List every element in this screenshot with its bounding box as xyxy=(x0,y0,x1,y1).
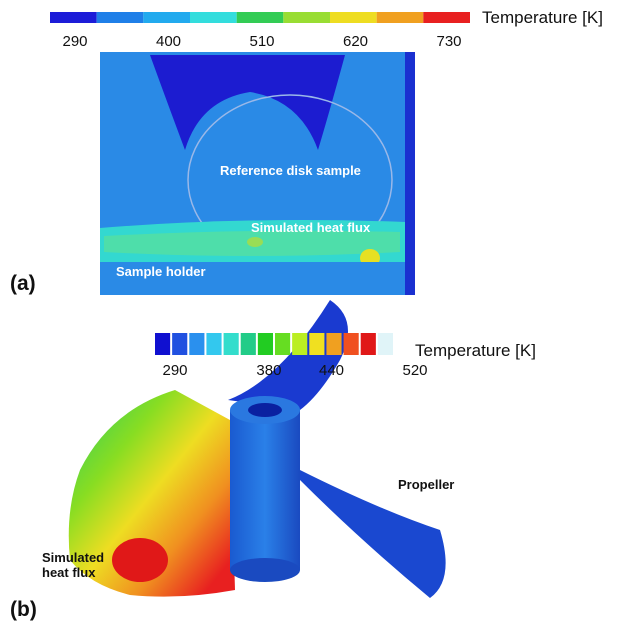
colorbar-segment xyxy=(326,333,342,355)
colorbar-segment xyxy=(172,333,188,355)
colorbar-segment xyxy=(96,12,144,23)
colorbar-segment xyxy=(309,333,325,355)
annotation: Sample holder xyxy=(116,264,206,279)
colorbar-tick-label: 520 xyxy=(402,362,428,379)
colorbar-segment xyxy=(143,12,190,23)
colorbar-segment xyxy=(376,12,424,23)
panel-label: (b) xyxy=(10,598,37,621)
colorbar-segment xyxy=(283,12,330,23)
panel-a-image xyxy=(100,52,415,295)
colorbar-segment xyxy=(206,333,222,355)
colorbar-segment xyxy=(189,333,205,355)
colorbar-segment xyxy=(240,333,256,355)
colorbar-tick-label: 620 xyxy=(342,33,369,50)
annotation: Propeller xyxy=(398,477,455,492)
colorbar-tick-label: 400 xyxy=(155,33,182,50)
panel-b-image xyxy=(68,300,446,598)
colorbar-segment xyxy=(223,333,239,355)
annotation: Reference disk sample xyxy=(220,163,361,178)
annotation: Simulated heat flux xyxy=(251,220,371,235)
colorbar-segment xyxy=(155,333,171,355)
colorbar-segment xyxy=(292,333,308,355)
colorbar-tick-label: 380 xyxy=(256,362,282,379)
colorbar-tick-label: 290 xyxy=(162,362,188,379)
colorbar-tick-label: 440 xyxy=(319,362,345,379)
colorbar-segment xyxy=(236,12,284,23)
colorbar-segment xyxy=(275,333,291,355)
colorbar-tick-label: 290 xyxy=(62,33,88,50)
colorbar-segment xyxy=(377,333,393,355)
colorbar-segment xyxy=(257,333,273,355)
colorbar-tick-label: 510 xyxy=(249,33,275,50)
colorbar-segment xyxy=(330,12,377,23)
colorbar-segment xyxy=(423,12,470,23)
panel-label: (a) xyxy=(10,272,36,295)
annotation: Simulated heat flux xyxy=(42,550,105,580)
colorbar-segment xyxy=(360,333,376,355)
colorbar-segment xyxy=(343,333,359,355)
colorbar-segment xyxy=(50,12,97,23)
colorbar-segment xyxy=(190,12,237,23)
colorbar-title: Temperature [K] xyxy=(415,341,536,360)
colorbar-title: Temperature [K] xyxy=(482,8,603,27)
colorbar-tick-label: 730 xyxy=(436,33,462,50)
